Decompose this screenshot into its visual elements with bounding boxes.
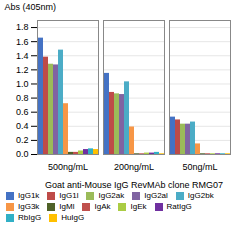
html-text:IgAk: IgAk bbox=[94, 202, 111, 211]
svg-text:1.8: 1.8 bbox=[16, 22, 29, 32]
html-text:IgG2bk: IgG2bk bbox=[187, 191, 214, 200]
svg-text:Goat anti-Mouse IgG RevMAb clo: Goat anti-Mouse IgG RevMAb clone RMG07 bbox=[45, 180, 223, 190]
svg-text:1.2: 1.2 bbox=[16, 65, 29, 75]
html-text:HuIgG: HuIgG bbox=[61, 213, 85, 222]
html-text:IgEk: IgEk bbox=[130, 202, 147, 211]
svg-text:0.8: 0.8 bbox=[16, 93, 29, 103]
html-text:IgG2al: IgG2al bbox=[144, 191, 168, 200]
html-text:RbIgG: RbIgG bbox=[18, 213, 42, 222]
html-text:IgG1k: IgG1k bbox=[18, 191, 40, 200]
svg-text:200ng/mL: 200ng/mL bbox=[114, 162, 154, 172]
html-text:IgMl: IgMl bbox=[59, 202, 75, 211]
svg-text:Abs (405nm): Abs (405nm) bbox=[5, 2, 57, 12]
html-text:IgG2ak: IgG2ak bbox=[98, 191, 125, 200]
svg-text:0.2: 0.2 bbox=[16, 135, 29, 145]
svg-text:1.4: 1.4 bbox=[16, 51, 29, 61]
svg-text:500ng/mL: 500ng/mL bbox=[48, 162, 88, 172]
svg-text:0.4: 0.4 bbox=[16, 121, 29, 131]
html-text:IgG1l: IgG1l bbox=[59, 191, 79, 200]
html-text:RatIgG: RatIgG bbox=[166, 202, 192, 211]
svg-text:1.0: 1.0 bbox=[16, 79, 29, 89]
svg-text:1.6: 1.6 bbox=[16, 37, 29, 47]
svg-text:50ng/mL: 50ng/mL bbox=[182, 162, 217, 172]
svg-text:0.6: 0.6 bbox=[16, 107, 29, 117]
svg-text:0.0: 0.0 bbox=[16, 149, 29, 159]
html-text:IgG3k: IgG3k bbox=[18, 202, 40, 211]
